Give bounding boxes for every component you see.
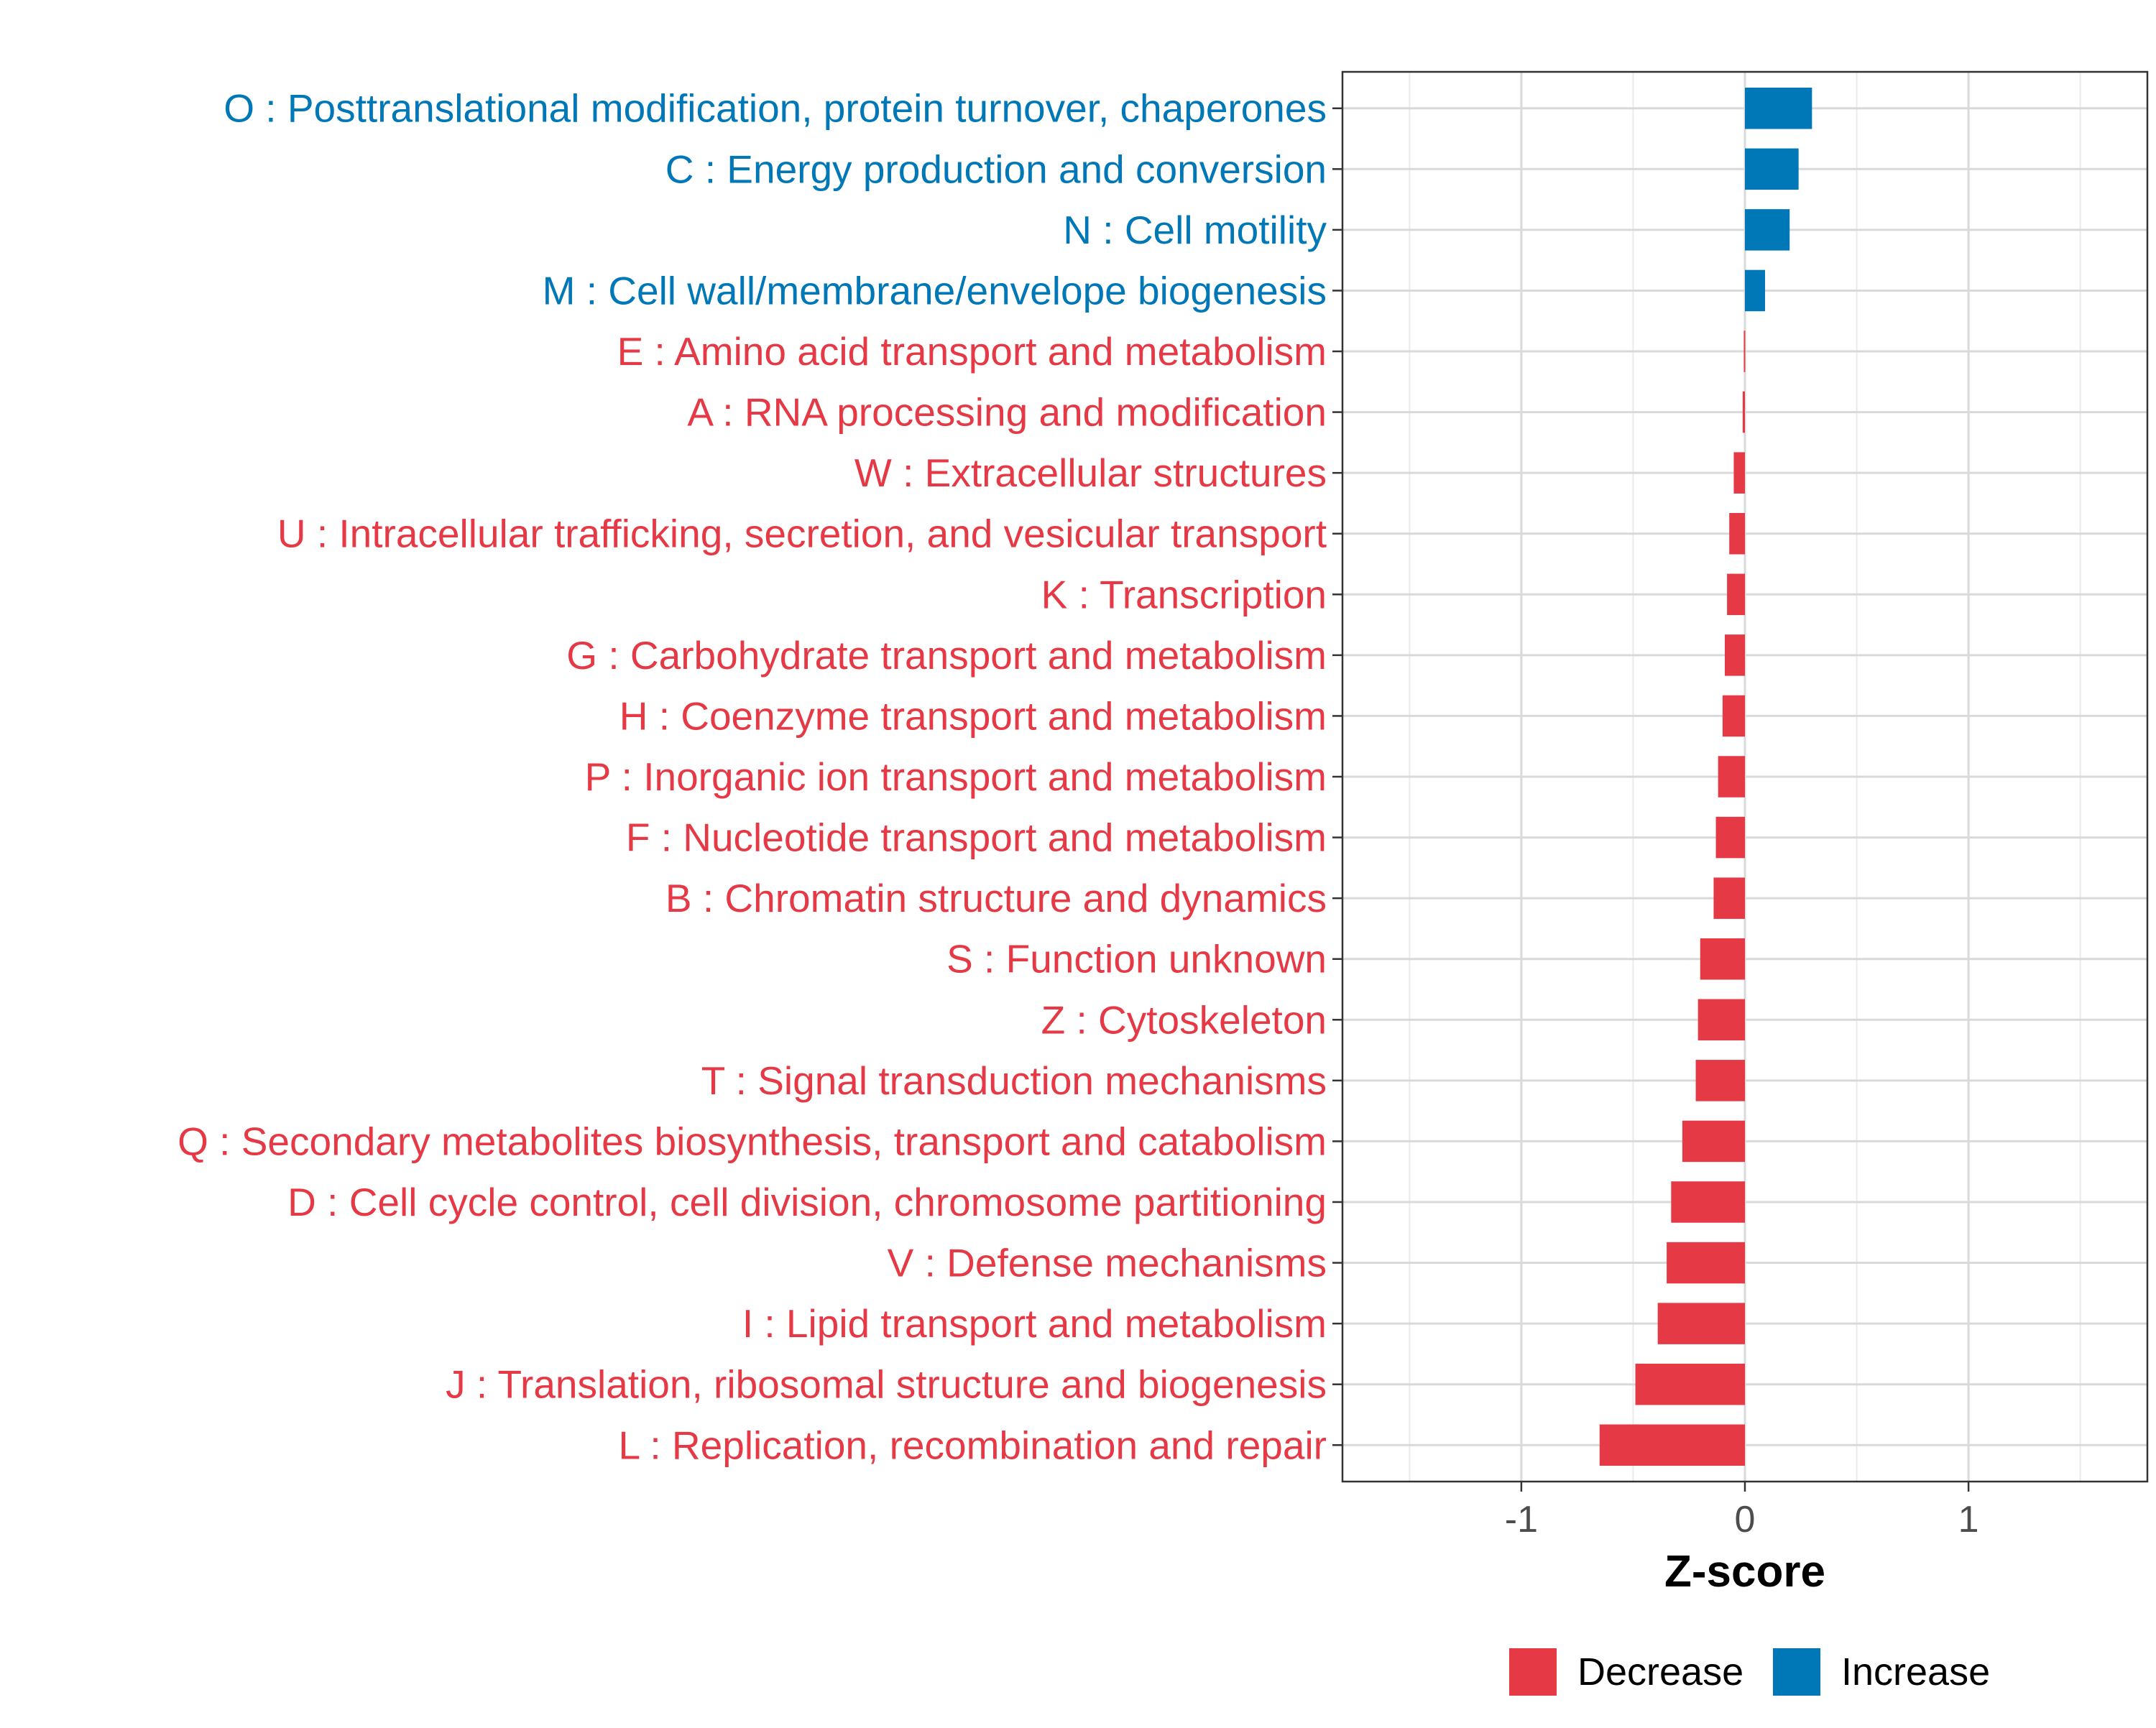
x-tick-label: 1	[1958, 1499, 1979, 1540]
category-label: T : Signal transduction mechanisms	[701, 1058, 1327, 1103]
category-label: O : Posttranslational modification, prot…	[224, 86, 1327, 131]
x-axis-title: Z-score	[1664, 1547, 1825, 1597]
axis-layer: -1 0 1	[1332, 107, 1979, 1540]
category-label: A : RNA processing and modification	[687, 390, 1327, 435]
category-label: P : Inorganic ion transport and metaboli…	[585, 754, 1327, 799]
category-label: F : Nucleotide transport and metabolism	[626, 816, 1327, 860]
bar-d	[1671, 1181, 1745, 1223]
bar-n	[1745, 209, 1790, 251]
category-label: S : Function unknown	[946, 937, 1327, 981]
legend-key-increase	[1773, 1648, 1820, 1696]
bar-e	[1743, 331, 1746, 372]
bar-g	[1725, 634, 1745, 676]
category-label: B : Chromatin structure and dynamics	[665, 876, 1327, 920]
bar-u	[1729, 512, 1745, 555]
category-label: C : Energy production and conversion	[665, 147, 1327, 191]
bar-z	[1697, 999, 1745, 1041]
category-label: N : Cell motility	[1063, 208, 1327, 252]
bar-a	[1742, 391, 1745, 433]
bar-j	[1635, 1363, 1745, 1405]
category-label: I : Lipid transport and metabolism	[742, 1301, 1327, 1346]
category-label: V : Defense mechanisms	[888, 1241, 1327, 1285]
legend-key-decrease	[1509, 1648, 1557, 1696]
category-label: U : Intracellular trafficking, secretion…	[277, 512, 1327, 556]
legend-label-decrease: Decrease	[1577, 1650, 1743, 1694]
category-label-layer: O : Posttranslational modification, prot…	[178, 86, 1327, 1468]
bar-v	[1667, 1242, 1745, 1284]
bar-l	[1599, 1424, 1745, 1466]
category-label: D : Cell cycle control, cell division, c…	[287, 1180, 1327, 1224]
bar-m	[1745, 269, 1765, 312]
category-label: W : Extracellular structures	[854, 451, 1327, 495]
x-tick-label: 0	[1735, 1499, 1756, 1540]
legend-label-increase: Increase	[1841, 1650, 1990, 1694]
bar-i	[1657, 1303, 1745, 1344]
bar-t	[1695, 1060, 1745, 1101]
bar-p	[1718, 756, 1745, 798]
category-label: Z : Cytoskeleton	[1041, 997, 1327, 1042]
category-label: G : Carbohydrate transport and metabolis…	[566, 633, 1327, 678]
bar-w	[1733, 452, 1745, 494]
x-tick-label: -1	[1505, 1499, 1538, 1540]
bar-k	[1727, 573, 1745, 616]
bar-f	[1715, 816, 1745, 859]
bar-s	[1700, 938, 1745, 980]
bar-o	[1745, 87, 1812, 129]
category-label: L : Replication, recombination and repai…	[619, 1423, 1327, 1467]
category-label: J : Translation, ribosomal structure and…	[446, 1362, 1327, 1407]
bar-b	[1713, 877, 1745, 919]
category-label: E : Amino acid transport and metabolism	[617, 329, 1327, 374]
bar-q	[1682, 1120, 1745, 1163]
bar-c	[1745, 148, 1799, 190]
bar-layer	[1599, 87, 1812, 1466]
bar-h	[1722, 695, 1745, 737]
legend: Decrease Increase	[1509, 1648, 1990, 1696]
category-label: H : Coenzyme transport and metabolism	[619, 693, 1327, 738]
category-label: M : Cell wall/membrane/envelope biogenes…	[543, 268, 1327, 313]
category-label: K : Transcription	[1041, 572, 1327, 616]
category-label: Q : Secondary metabolites biosynthesis, …	[178, 1119, 1327, 1163]
